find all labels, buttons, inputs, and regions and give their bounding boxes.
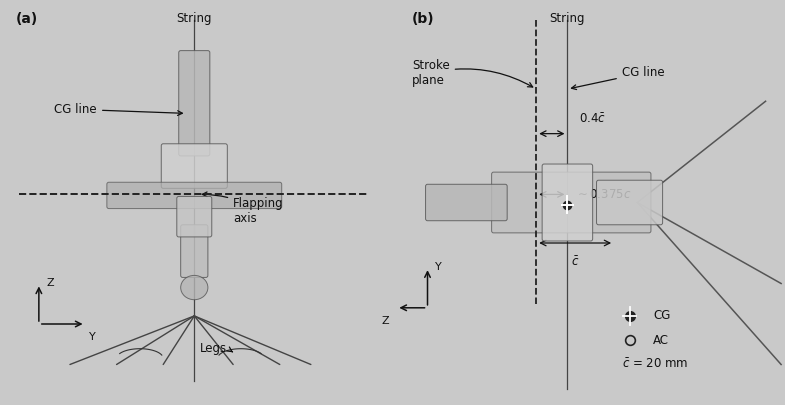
FancyBboxPatch shape [425, 184, 507, 221]
Text: Legs: Legs [200, 342, 232, 355]
FancyBboxPatch shape [597, 180, 663, 225]
Text: String: String [550, 12, 585, 25]
Text: $\bar{c}$ = 20 mm: $\bar{c}$ = 20 mm [622, 358, 688, 371]
Ellipse shape [181, 275, 208, 300]
Text: $\bar{c}$: $\bar{c}$ [571, 255, 579, 269]
FancyBboxPatch shape [491, 172, 651, 233]
Text: CG line: CG line [54, 103, 182, 116]
Text: Y: Y [435, 262, 442, 272]
Text: CG: CG [653, 309, 670, 322]
FancyBboxPatch shape [542, 164, 593, 241]
Text: Y: Y [89, 332, 96, 342]
Text: Z: Z [381, 316, 389, 326]
FancyBboxPatch shape [179, 51, 210, 156]
FancyBboxPatch shape [107, 182, 282, 209]
FancyBboxPatch shape [161, 144, 228, 188]
Text: AC: AC [653, 334, 669, 347]
Text: String: String [177, 12, 212, 25]
Text: (b): (b) [412, 12, 435, 26]
Text: Z: Z [46, 279, 54, 288]
Text: Stroke
plane: Stroke plane [412, 59, 533, 87]
Text: Flapping
axis: Flapping axis [203, 192, 283, 225]
FancyBboxPatch shape [181, 225, 208, 277]
FancyBboxPatch shape [177, 196, 212, 237]
Text: $0.4\bar{c}$: $0.4\bar{c}$ [579, 112, 606, 126]
Text: CG line: CG line [571, 66, 664, 90]
Text: (a): (a) [16, 12, 38, 26]
Text: $\sim 0.375c$: $\sim 0.375c$ [575, 188, 631, 201]
